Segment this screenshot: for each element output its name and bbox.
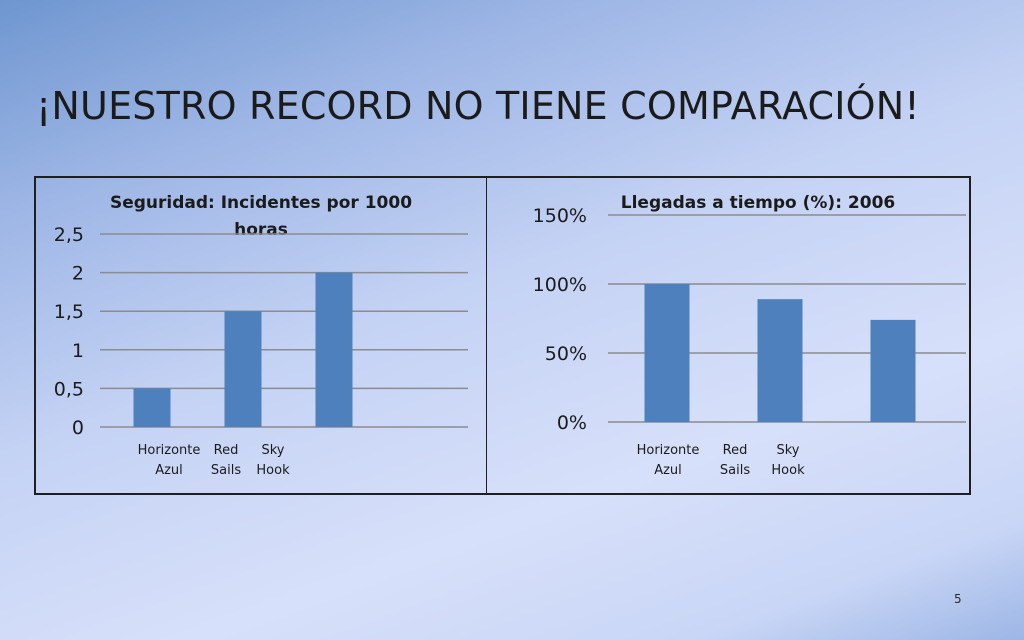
ontime-category-label: Sails — [720, 463, 750, 478]
safety-y-tick-label: 2,5 — [54, 224, 84, 246]
ontime-bar — [644, 284, 690, 422]
slide-title: ¡NUESTRO RECORD NO TIENE COMPARACIÓN! — [36, 84, 920, 128]
safety-chart-panel: Seguridad: Incidentes por 1000 horas 0 0,5 1… — [34, 176, 487, 495]
ontime-bar — [757, 299, 803, 422]
safety-category-label: Sky — [261, 443, 284, 458]
safety-category-label: Red — [214, 443, 239, 458]
safety-y-tick-label: 0 — [72, 417, 84, 439]
safety-category-label: Sails — [211, 463, 241, 478]
safety-title-line: horas — [234, 220, 288, 240]
safety-y-tick-label: 1,5 — [54, 301, 84, 323]
safety-title-line: Seguridad: Incidentes por 1000 — [110, 193, 412, 213]
safety-category-label: Azul — [155, 463, 183, 478]
safety-bar — [315, 272, 353, 427]
safety-bar — [224, 311, 262, 427]
ontime-category-label: Horizonte — [637, 443, 700, 458]
ontime-category-label: Hook — [771, 463, 805, 478]
ontime-category-label: Red — [723, 443, 748, 458]
ontime-y-tick-label: 50% — [545, 343, 587, 365]
ontime-category-label: Sky — [776, 443, 799, 458]
safety-y-tick-label: 2 — [72, 263, 84, 285]
safety-category-label: Horizonte — [138, 443, 201, 458]
page-number: 5 — [954, 592, 962, 606]
ontime-y-tick-label: 0% — [557, 412, 587, 434]
ontime-y-tick-label: 150% — [533, 205, 587, 227]
ontime-title-line: Llegadas a tiempo (%): 2006 — [621, 193, 895, 213]
ontime-category-label: Azul — [654, 463, 682, 478]
safety-bar — [133, 388, 171, 427]
on-time-arrivals-chart: Llegadas a tiempo (%): 2006 0% 50% 100% 150%… — [533, 193, 966, 478]
ontime-bar — [870, 319, 916, 422]
safety-incidents-chart: Seguridad: Incidentes por 1000 horas 0 0,5 1… — [54, 193, 468, 478]
ontime-y-tick-label: 100% — [533, 274, 587, 296]
safety-y-tick-label: 0,5 — [54, 378, 84, 400]
ontime-chart-panel: Llegadas a tiempo (%): 2006 0% 50% 100% 150%… — [486, 176, 971, 495]
safety-category-label: Hook — [256, 463, 290, 478]
safety-y-tick-label: 1 — [72, 340, 84, 362]
